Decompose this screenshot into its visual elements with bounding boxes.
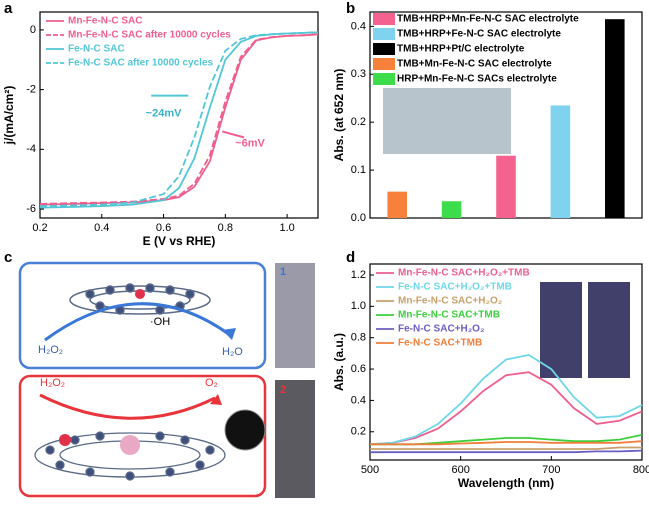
label: H₂O₂ [40, 377, 65, 389]
x-tick-label: 0.4 [94, 222, 109, 234]
label: ·OH [150, 316, 170, 328]
label: 2 [280, 384, 286, 396]
y-tick-label: 0.2 [351, 116, 366, 128]
label: H₂O₂ [38, 344, 63, 356]
y-tick-label: 0.1 [351, 164, 366, 176]
legend-label: TMB+HRP+Fe-N-C SAC electrolyte [397, 29, 561, 40]
y-tick-label: 0.2 [351, 426, 366, 438]
panel-label: c [4, 249, 12, 266]
y-tick-label: -6 [26, 203, 36, 215]
y-axis-label: j/(mA/cm²) [2, 86, 16, 146]
legend-label: Mn-Fe-N-C SAC+TMB [398, 310, 500, 321]
plot-frame [369, 263, 643, 461]
panel-label: d [346, 249, 355, 266]
arrow [44, 302, 231, 342]
y-tick-label: 1.2 [351, 269, 366, 281]
panel-label: a [4, 0, 13, 17]
x-tick-label: 1.0 [279, 222, 294, 234]
legend-label: Mn-Fe-N-C SAC after 10000 cycles [68, 30, 231, 41]
legend-label: TMB+Mn-Fe-N-C SAC electrolyte [397, 59, 552, 70]
x-axis-label: Wavelength (nm) [458, 476, 554, 490]
lattice [34, 431, 226, 481]
legend-label: Fe-N-C SAC [68, 44, 125, 55]
y-tick-label: 0.8 [351, 332, 366, 344]
y-tick-label: 0.3 [351, 68, 366, 80]
legend-swatch [373, 58, 395, 70]
photo-inset [588, 282, 630, 378]
photo-inset [383, 88, 511, 154]
arrowhead [222, 328, 236, 340]
line [369, 353, 643, 446]
x-tick-label: 600 [451, 464, 469, 476]
y-tick-label: 0.0 [351, 212, 366, 224]
arrow [221, 130, 245, 139]
label: 1 [280, 266, 286, 278]
legend-swatch [373, 28, 395, 40]
legend-swatch [373, 13, 395, 25]
arrow [39, 393, 216, 420]
legend-label: Fe-N-C SAC+TMB [398, 338, 482, 349]
y-tick-label: 0.6 [351, 363, 366, 375]
legend-label: Fe-N-C SAC after 10000 cycles [68, 58, 214, 69]
legend-swatch [373, 43, 395, 55]
y-tick-label: 0.4 [351, 394, 366, 406]
panel-label: b [346, 0, 355, 17]
photo-inset [540, 282, 582, 378]
x-tick-label: 0.2 [32, 222, 47, 234]
lattice [69, 283, 211, 315]
label: H₂O [222, 346, 243, 358]
bar [605, 19, 625, 218]
y-tick-label: 0 [30, 24, 36, 36]
y-tick-label: -2 [26, 84, 36, 96]
zoom [224, 409, 266, 451]
legend-label: HRP+Mn-Fe-N-C SACs electrolyte [397, 74, 557, 85]
x-tick-label: 0.8 [218, 222, 233, 234]
line [370, 446, 642, 450]
x-tick-label: 0.6 [156, 222, 171, 234]
y-tick-label: -4 [26, 143, 36, 155]
x-tick-label: 500 [361, 464, 379, 476]
plot-frame [39, 11, 319, 219]
arrowhead [210, 394, 222, 405]
x-tick-label: 800 [633, 464, 649, 476]
x-tick-label: 700 [542, 464, 560, 476]
legend-swatch [373, 73, 395, 85]
line [39, 31, 319, 207]
label: O₂ [205, 377, 218, 389]
legend-label: Mn-Fe-N-C SAC+H₂O₂ [398, 296, 502, 307]
y-tick-label: 1.0 [351, 300, 366, 312]
legend-label: Fe-N-C SAC+H₂O₂ [398, 324, 484, 335]
legend-label: TMB+HRP+Mn-Fe-N-C SAC electrolyte [397, 14, 579, 25]
diagram: ·OH H₂O₂ H₂O H₂O₂ O₂ 1 2 [18, 261, 315, 498]
annotation: ~6mV [235, 137, 265, 149]
legend-label: Mn-Fe-N-C SAC [68, 16, 142, 27]
line [369, 371, 643, 446]
line [370, 449, 643, 454]
bar [496, 155, 516, 218]
legend-label: Mn-Fe-N-C SAC+H₂O₂+TMB [398, 268, 530, 279]
line [370, 440, 643, 446]
annotation: ~24mV [146, 107, 182, 119]
bar [387, 191, 407, 218]
legend-label: TMB+HRP+Pt/C electrolyte [397, 44, 525, 55]
bar [441, 201, 462, 218]
photo [275, 263, 315, 368]
legend-label: Fe-N-C SAC+H₂O₂+TMB [398, 282, 512, 293]
line [39, 33, 319, 205]
y-axis-label: Abs. (a.u.) [332, 333, 346, 391]
y-axis-label: Abs. (at 652 nm) [332, 69, 346, 162]
y-tick-label: 0.4 [351, 20, 366, 32]
frame [18, 261, 267, 370]
photo [275, 380, 315, 498]
x-axis-label: E (V vs RHE) [143, 234, 216, 248]
bar [550, 105, 571, 218]
